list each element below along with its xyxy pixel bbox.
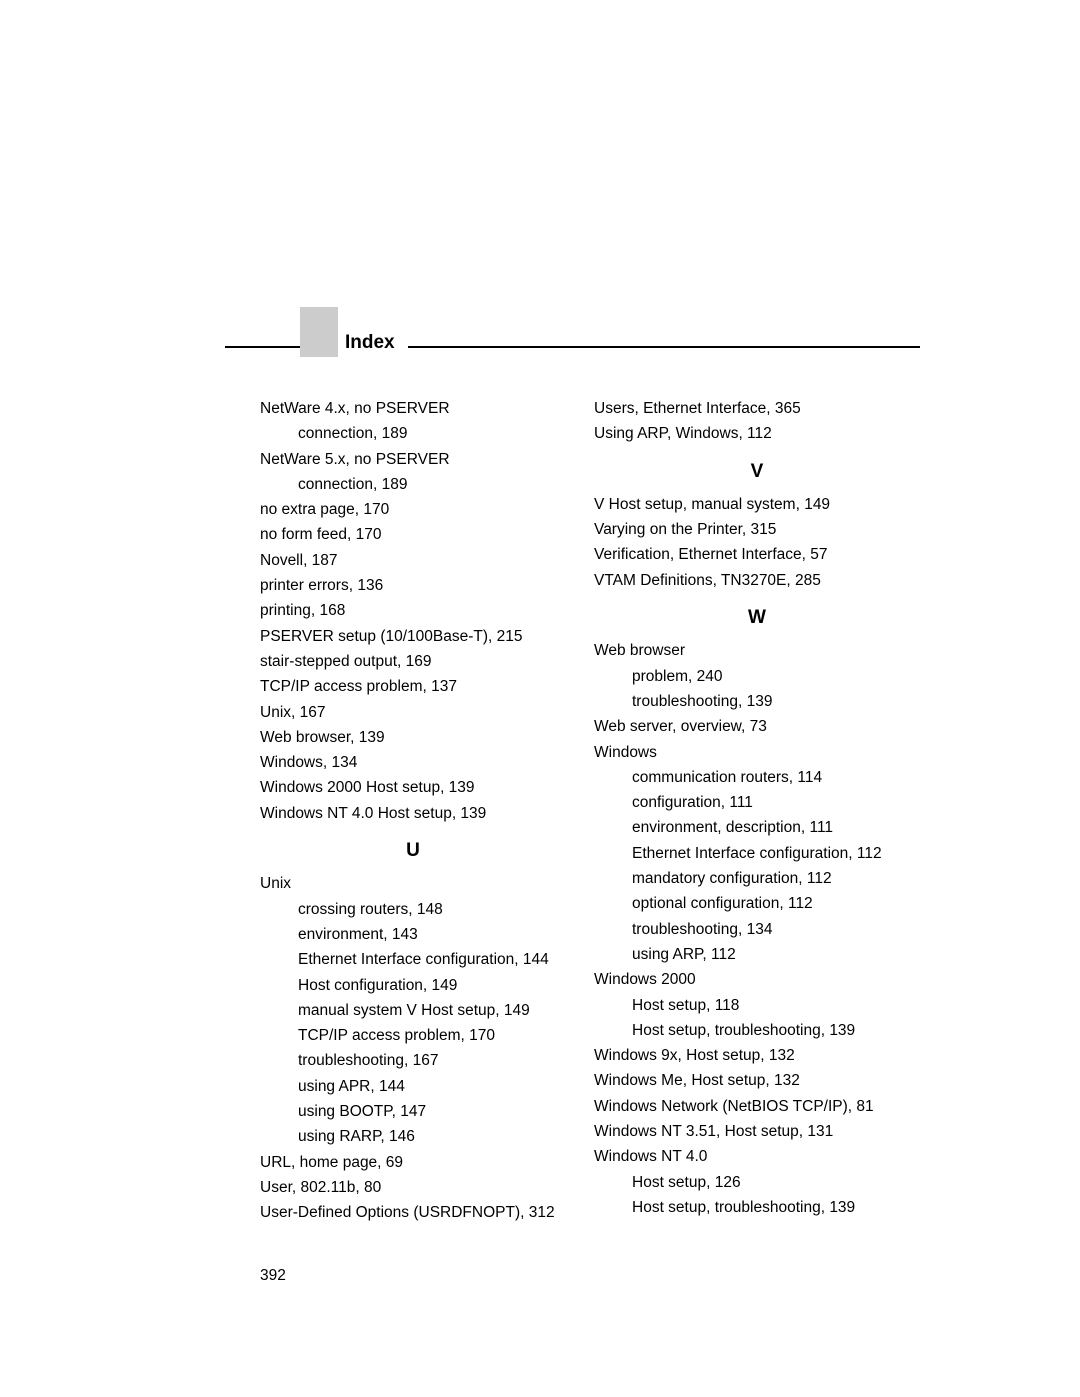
index-letter-heading: W [594, 605, 920, 630]
index-entry: Windows 2000 [594, 967, 920, 992]
index-subentry: Host setup, troubleshooting, 139 [594, 1018, 920, 1043]
index-subentry: Host setup, 118 [594, 993, 920, 1018]
index-entry: Windows NT 3.51, Host setup, 131 [594, 1119, 920, 1144]
index-columns: NetWare 4.x, no PSERVERconnection, 189Ne… [260, 396, 920, 1226]
index-subentry: manual system V Host setup, 149 [260, 998, 586, 1023]
index-subentry: troubleshooting, 167 [260, 1048, 586, 1073]
index-page: Index NetWare 4.x, no PSERVERconnection,… [0, 0, 1080, 1397]
index-entry: TCP/IP access problem, 137 [260, 674, 586, 699]
index-subentry: using APR, 144 [260, 1074, 586, 1099]
index-entry: Windows Me, Host setup, 132 [594, 1068, 920, 1093]
index-subentry: communication routers, 114 [594, 765, 920, 790]
index-entry: Unix [260, 871, 586, 896]
index-subentry: Host configuration, 149 [260, 973, 586, 998]
index-entry: Using ARP, Windows, 112 [594, 421, 920, 446]
index-entry: Novell, 187 [260, 548, 586, 573]
index-entry: no form feed, 170 [260, 522, 586, 547]
index-entry: NetWare 5.x, no PSERVER [260, 447, 586, 472]
index-subentry: Ethernet Interface configuration, 144 [260, 947, 586, 972]
index-subentry: Host setup, troubleshooting, 139 [594, 1195, 920, 1220]
index-entry: Web server, overview, 73 [594, 714, 920, 739]
header-block [300, 307, 338, 357]
index-entry: no extra page, 170 [260, 497, 586, 522]
index-entry: stair-stepped output, 169 [260, 649, 586, 674]
index-entry: printing, 168 [260, 598, 586, 623]
index-subentry: connection, 189 [260, 472, 586, 497]
index-subentry: environment, description, 111 [594, 815, 920, 840]
index-entry: printer errors, 136 [260, 573, 586, 598]
index-subentry: optional configuration, 112 [594, 891, 920, 916]
index-entry: Verification, Ethernet Interface, 57 [594, 542, 920, 567]
index-subentry: mandatory configuration, 112 [594, 866, 920, 891]
index-subentry: Ethernet Interface configuration, 112 [594, 841, 920, 866]
index-entry: NetWare 4.x, no PSERVER [260, 396, 586, 421]
index-letter-heading: V [594, 459, 920, 484]
index-entry: Windows NT 4.0 [594, 1144, 920, 1169]
index-subentry: TCP/IP access problem, 170 [260, 1023, 586, 1048]
index-subentry: problem, 240 [594, 664, 920, 689]
index-column-left: NetWare 4.x, no PSERVERconnection, 189Ne… [260, 396, 586, 1226]
header-rule-left [225, 346, 300, 348]
index-entry: Unix, 167 [260, 700, 586, 725]
index-entry: Windows Network (NetBIOS TCP/IP), 81 [594, 1094, 920, 1119]
index-subentry: connection, 189 [260, 421, 586, 446]
index-entry: Varying on the Printer, 315 [594, 517, 920, 542]
index-subentry: crossing routers, 148 [260, 897, 586, 922]
index-entry: V Host setup, manual system, 149 [594, 492, 920, 517]
index-entry: User-Defined Options (USRDFNOPT), 312 [260, 1200, 586, 1225]
index-subentry: troubleshooting, 139 [594, 689, 920, 714]
page-number: 392 [260, 1267, 286, 1285]
index-entry: Windows 9x, Host setup, 132 [594, 1043, 920, 1068]
index-entry: User, 802.11b, 80 [260, 1175, 586, 1200]
index-subentry: using ARP, 112 [594, 942, 920, 967]
index-entry: VTAM Definitions, TN3270E, 285 [594, 568, 920, 593]
index-entry: PSERVER setup (10/100Base-T), 215 [260, 624, 586, 649]
index-subentry: environment, 143 [260, 922, 586, 947]
index-column-right: Users, Ethernet Interface, 365Using ARP,… [594, 396, 920, 1226]
index-entry: Windows NT 4.0 Host setup, 139 [260, 801, 586, 826]
index-entry: Windows 2000 Host setup, 139 [260, 775, 586, 800]
header-rule-right [408, 346, 920, 348]
index-subentry: using BOOTP, 147 [260, 1099, 586, 1124]
index-entry: Web browser, 139 [260, 725, 586, 750]
index-subentry: troubleshooting, 134 [594, 917, 920, 942]
index-entry: Windows, 134 [260, 750, 586, 775]
index-subentry: using RARP, 146 [260, 1124, 586, 1149]
header-title: Index [345, 332, 395, 354]
index-entry: Web browser [594, 638, 920, 663]
index-subentry: Host setup, 126 [594, 1170, 920, 1195]
index-entry: Windows [594, 740, 920, 765]
index-subentry: configuration, 111 [594, 790, 920, 815]
page-header: Index [260, 330, 920, 364]
index-entry: Users, Ethernet Interface, 365 [594, 396, 920, 421]
index-entry: URL, home page, 69 [260, 1150, 586, 1175]
index-letter-heading: U [260, 838, 586, 863]
